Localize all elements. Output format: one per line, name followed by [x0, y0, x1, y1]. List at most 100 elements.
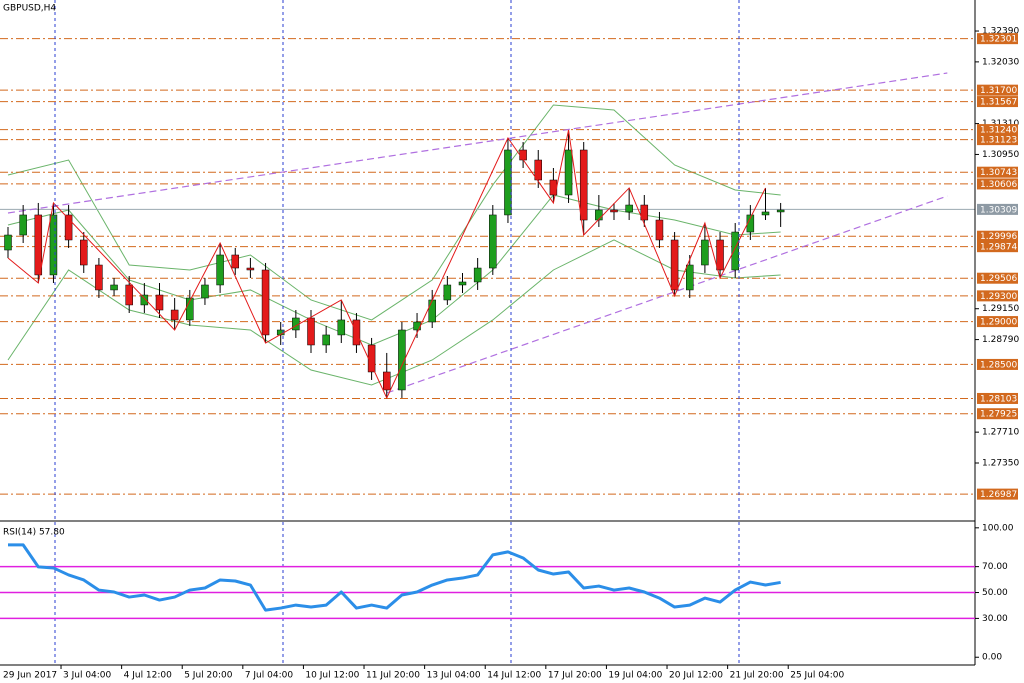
- candle-body: [216, 254, 224, 286]
- candle-body: [110, 284, 118, 291]
- level-label: 1.29874: [980, 243, 1017, 253]
- candle-body: [670, 239, 679, 291]
- candle-body: [776, 209, 785, 213]
- candle-body: [322, 334, 330, 346]
- candle-body: [367, 344, 376, 373]
- x-tick-label: 25 Jul 04:00: [790, 671, 844, 681]
- level-label: 1.31567: [980, 98, 1017, 108]
- candle-body: [458, 281, 467, 286]
- x-tick-label: 21 Jul 20:00: [730, 671, 784, 681]
- candle-body: [443, 284, 452, 301]
- level-label: 1.27925: [980, 410, 1017, 420]
- y-tick-label: 1.28790: [982, 335, 1019, 345]
- y-tick-label: 30.00: [982, 614, 1008, 624]
- level-label: 1.29300: [980, 292, 1017, 302]
- y-tick-label: 70.00: [982, 562, 1008, 572]
- level-label-box: [977, 358, 1018, 370]
- candle-body: [610, 209, 618, 213]
- price-pane: [0, 38, 975, 495]
- x-tick-label: 5 Jul 20:00: [184, 671, 233, 681]
- candle-body: [170, 309, 179, 321]
- level-label-box: [977, 488, 1018, 500]
- candle-body: [4, 234, 12, 251]
- level-label: 1.29996: [980, 232, 1017, 242]
- candle-body: [186, 297, 194, 321]
- x-tick-label: 19 Jul 04:00: [608, 671, 662, 681]
- candle-body: [625, 204, 633, 213]
- candle-body: [125, 284, 133, 306]
- candle-body: [746, 214, 755, 233]
- candle-body: [731, 231, 739, 271]
- level-label: 1.29506: [980, 274, 1017, 284]
- y-tick-label: 100.00: [982, 523, 1014, 533]
- level-label-box: [977, 272, 1018, 284]
- level-label: 1.31240: [980, 126, 1017, 136]
- x-tick-label: 4 Jul 12:00: [124, 671, 173, 681]
- x-tick-label: 14 Jul 12:00: [487, 671, 541, 681]
- trendline: [7, 72, 948, 214]
- axes: 1.323901.320301.313101.309501.291501.287…: [3, 27, 1019, 681]
- level-label-box: [977, 408, 1018, 420]
- candle-body: [428, 299, 436, 323]
- x-tick-label: 13 Jul 04:00: [427, 671, 481, 681]
- y-tick-label: 0.00: [982, 653, 1002, 663]
- y-tick-label: 1.27350: [982, 459, 1019, 469]
- x-tick-label: 7 Jul 04:00: [245, 671, 294, 681]
- level-label: 1.31700: [980, 86, 1017, 96]
- x-tick-label: 29 Jun 2017: [3, 671, 57, 681]
- chart-title: GBPUSD,H4: [3, 4, 56, 14]
- current-price-label: 1.30309: [980, 205, 1017, 215]
- level-label-box: [977, 134, 1018, 146]
- candle-body: [95, 264, 103, 291]
- trendline: [386, 195, 948, 394]
- candle-body: [383, 371, 391, 391]
- level-label: 1.29000: [980, 318, 1017, 328]
- candle-body: [761, 211, 770, 216]
- level-label-box: [977, 290, 1018, 302]
- rsi-pane: [0, 543, 975, 620]
- rsi-line: [8, 543, 781, 612]
- candle-body: [701, 239, 709, 266]
- level-label-box: [977, 178, 1018, 190]
- candle-body: [534, 159, 542, 181]
- y-tick-label: 1.32390: [982, 27, 1019, 37]
- candle-body: [155, 294, 164, 311]
- candle-body: [640, 204, 649, 221]
- candle-body: [655, 219, 664, 241]
- level-label-box: [977, 124, 1018, 136]
- current-price-box: [977, 203, 1018, 215]
- candle-body: [504, 149, 512, 216]
- y-tick-label: 50.00: [982, 588, 1008, 598]
- separators: [54, 0, 740, 665]
- candle-body: [307, 317, 315, 346]
- candle-body: [489, 214, 497, 269]
- candle-body: [473, 267, 482, 283]
- zigzag: [7, 129, 766, 400]
- y-tick-label: 1.27710: [982, 428, 1019, 438]
- level-label: 1.31123: [980, 136, 1017, 146]
- level-label-box: [977, 96, 1018, 108]
- y-tick-label: 1.29150: [982, 304, 1019, 314]
- x-tick-label: 3 Jul 04:00: [63, 671, 112, 681]
- candle-body: [201, 284, 209, 299]
- bollinger-upper: [7, 104, 781, 321]
- candle-body: [686, 264, 694, 291]
- candle-body: [80, 239, 88, 266]
- candle-body: [19, 214, 27, 236]
- candle-body: [519, 149, 527, 161]
- candle-body: [64, 214, 73, 241]
- level-label-box: [977, 392, 1018, 404]
- candle-body: [231, 254, 239, 269]
- level-label: 1.32301: [980, 35, 1017, 45]
- level-label-box: [977, 33, 1018, 45]
- candle-body: [49, 214, 58, 276]
- level-label-box: [977, 166, 1018, 178]
- level-label: 1.26987: [980, 490, 1017, 500]
- candle-body: [140, 294, 149, 306]
- y-tick-label: 1.32030: [982, 57, 1019, 67]
- level-label: 1.28500: [980, 360, 1017, 370]
- candle-body: [246, 267, 255, 271]
- x-tick-label: 11 Jul 20:00: [366, 671, 420, 681]
